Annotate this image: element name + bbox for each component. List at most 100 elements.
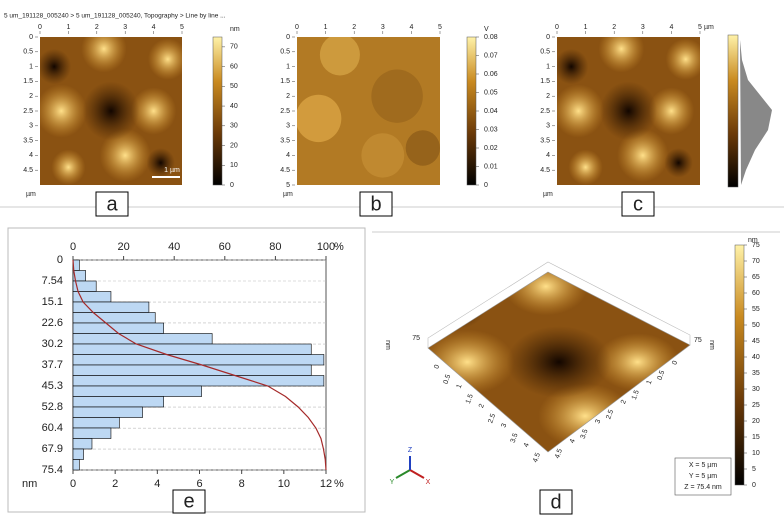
bar [72,364,312,376]
edge-tick-label: 0.5 [443,374,453,386]
colorbar-unit: V [484,26,489,33]
x-tick-label: 6 [196,478,202,490]
y-tick-label: 4 [29,152,33,159]
y-tick-label: 7.54 [42,275,63,287]
colorbar-tick-label: 0.06 [484,71,498,78]
y-tick-label: 1.5 [540,78,550,85]
edge-tick-label: 0 [671,360,679,366]
x-tick-label: 4 [409,24,413,31]
edge-tick-label: 3.5 [510,432,520,444]
panel-label-box [172,489,206,514]
info-line: Y = 5 µm [689,473,717,480]
colorbar-tick-label: 0.08 [484,34,498,41]
edge-tick-label: 1 [646,379,654,385]
x-tick-label: 2 [112,478,118,490]
x-tick-label: 1 [66,24,70,31]
top-tick-label: 20 [117,241,129,253]
colorbar-tick-label: 65 [752,274,760,281]
info-line: Z = 75.4 nm [684,484,722,491]
edge-tick-label: 4 [569,438,577,444]
y-tick-label: 5 [286,182,290,189]
y-tick-label: 67.9 [42,443,63,455]
x-tick-label: 5 [698,24,702,31]
triad-label: X [426,479,431,486]
y-tick-label: 37.7 [42,359,63,371]
surface-texture [428,272,690,452]
colorbar-tick-label: 0.05 [484,89,498,96]
y-tick-label: 1.5 [280,78,290,85]
y-tick-label: 30.2 [42,338,63,350]
bar [72,459,80,471]
colorbar-tick-label: 55 [752,306,760,313]
info-line: X = 5 µm [689,462,718,469]
edge-tick-label: 4.5 [554,448,564,460]
x-tick-label: 8 [239,478,245,490]
triad-label: Z [408,447,413,454]
y-tick-label: 45.3 [42,380,63,392]
y-tick-label: 3 [286,123,290,130]
edge-tick-label: 2 [620,399,628,405]
bar [72,448,84,460]
x-tick-label: 3 [381,24,385,31]
top-tick-label: 0 [70,241,76,253]
colorbar-tick-label: 30 [230,123,238,130]
y-tick-label: 60.4 [42,422,63,434]
colorbar-tick-label: 10 [752,450,760,457]
bar [72,333,213,345]
edge-tick-label: 1 [456,383,464,389]
y-tick-label: 4.5 [540,167,550,174]
bar [72,406,143,418]
colorbar-tick-label: 20 [752,418,760,425]
colorbar-unit: nm [230,26,240,33]
y-tick-label: 3.5 [540,137,550,144]
x-tick-label: 3 [641,24,645,31]
bar [72,417,120,429]
colorbar-tick-label: 75 [752,242,760,249]
colorbar-tick-label: 0 [484,182,488,189]
panel-label-box [621,191,655,217]
bar [72,312,156,324]
y-tick-label: 1.5 [23,78,33,85]
bar [72,375,325,387]
top-tick-label: 40 [168,241,180,253]
z-axis-unit: nm [708,340,715,350]
y-tick-label: 2.5 [280,108,290,115]
y-tick-label: 4.5 [23,167,33,174]
phase-image [297,37,440,185]
colorbar-tick-label: 0 [752,482,756,489]
scale-bar-label: 1 µm [164,167,180,174]
panel-label: c [633,193,643,215]
colorbar-tick-label: 0.02 [484,145,498,152]
y-tick-label: 3.5 [280,137,290,144]
x-tick-label: 2 [95,24,99,31]
panel-label: b [370,193,381,215]
top-tick-label: 60 [219,241,231,253]
edge-tick-label: 4 [523,442,531,448]
breadcrumb: 5 um_191128_005240 > 5 um_191128_005240,… [4,13,226,20]
y-tick-label: 4 [286,152,290,159]
y-tick-label: 1 [286,63,290,70]
colorbar-tick-label: 40 [230,103,238,110]
axis-unit: µm [543,191,553,198]
colorbar-tick-label: 0.03 [484,126,498,133]
panel-label: e [183,490,194,512]
bar [72,385,202,397]
y-tick-label: 22.6 [42,317,63,329]
colorbar-tick-label: 25 [752,402,760,409]
y-tick-label: 75.4 [42,464,63,476]
y-tick-label: 4 [546,152,550,159]
axis-y [395,469,411,479]
x-tick-label: 0 [70,478,76,490]
x-tick-label: 5 [438,24,442,31]
panel-label-box [539,489,573,515]
colorbar-tick-label: 0.01 [484,163,498,170]
edge-tick-label: 3 [594,419,602,425]
colorbar-unit: nm [748,237,758,244]
colorbar-tick-label: 40 [752,354,760,361]
x-tick-label: 2 [352,24,356,31]
triad-label: Y [390,479,395,486]
colorbar-tick-label: 60 [752,290,760,297]
bar [72,427,112,439]
y-tick-label: 4.5 [280,167,290,174]
y-tick-label: 0 [29,34,33,41]
